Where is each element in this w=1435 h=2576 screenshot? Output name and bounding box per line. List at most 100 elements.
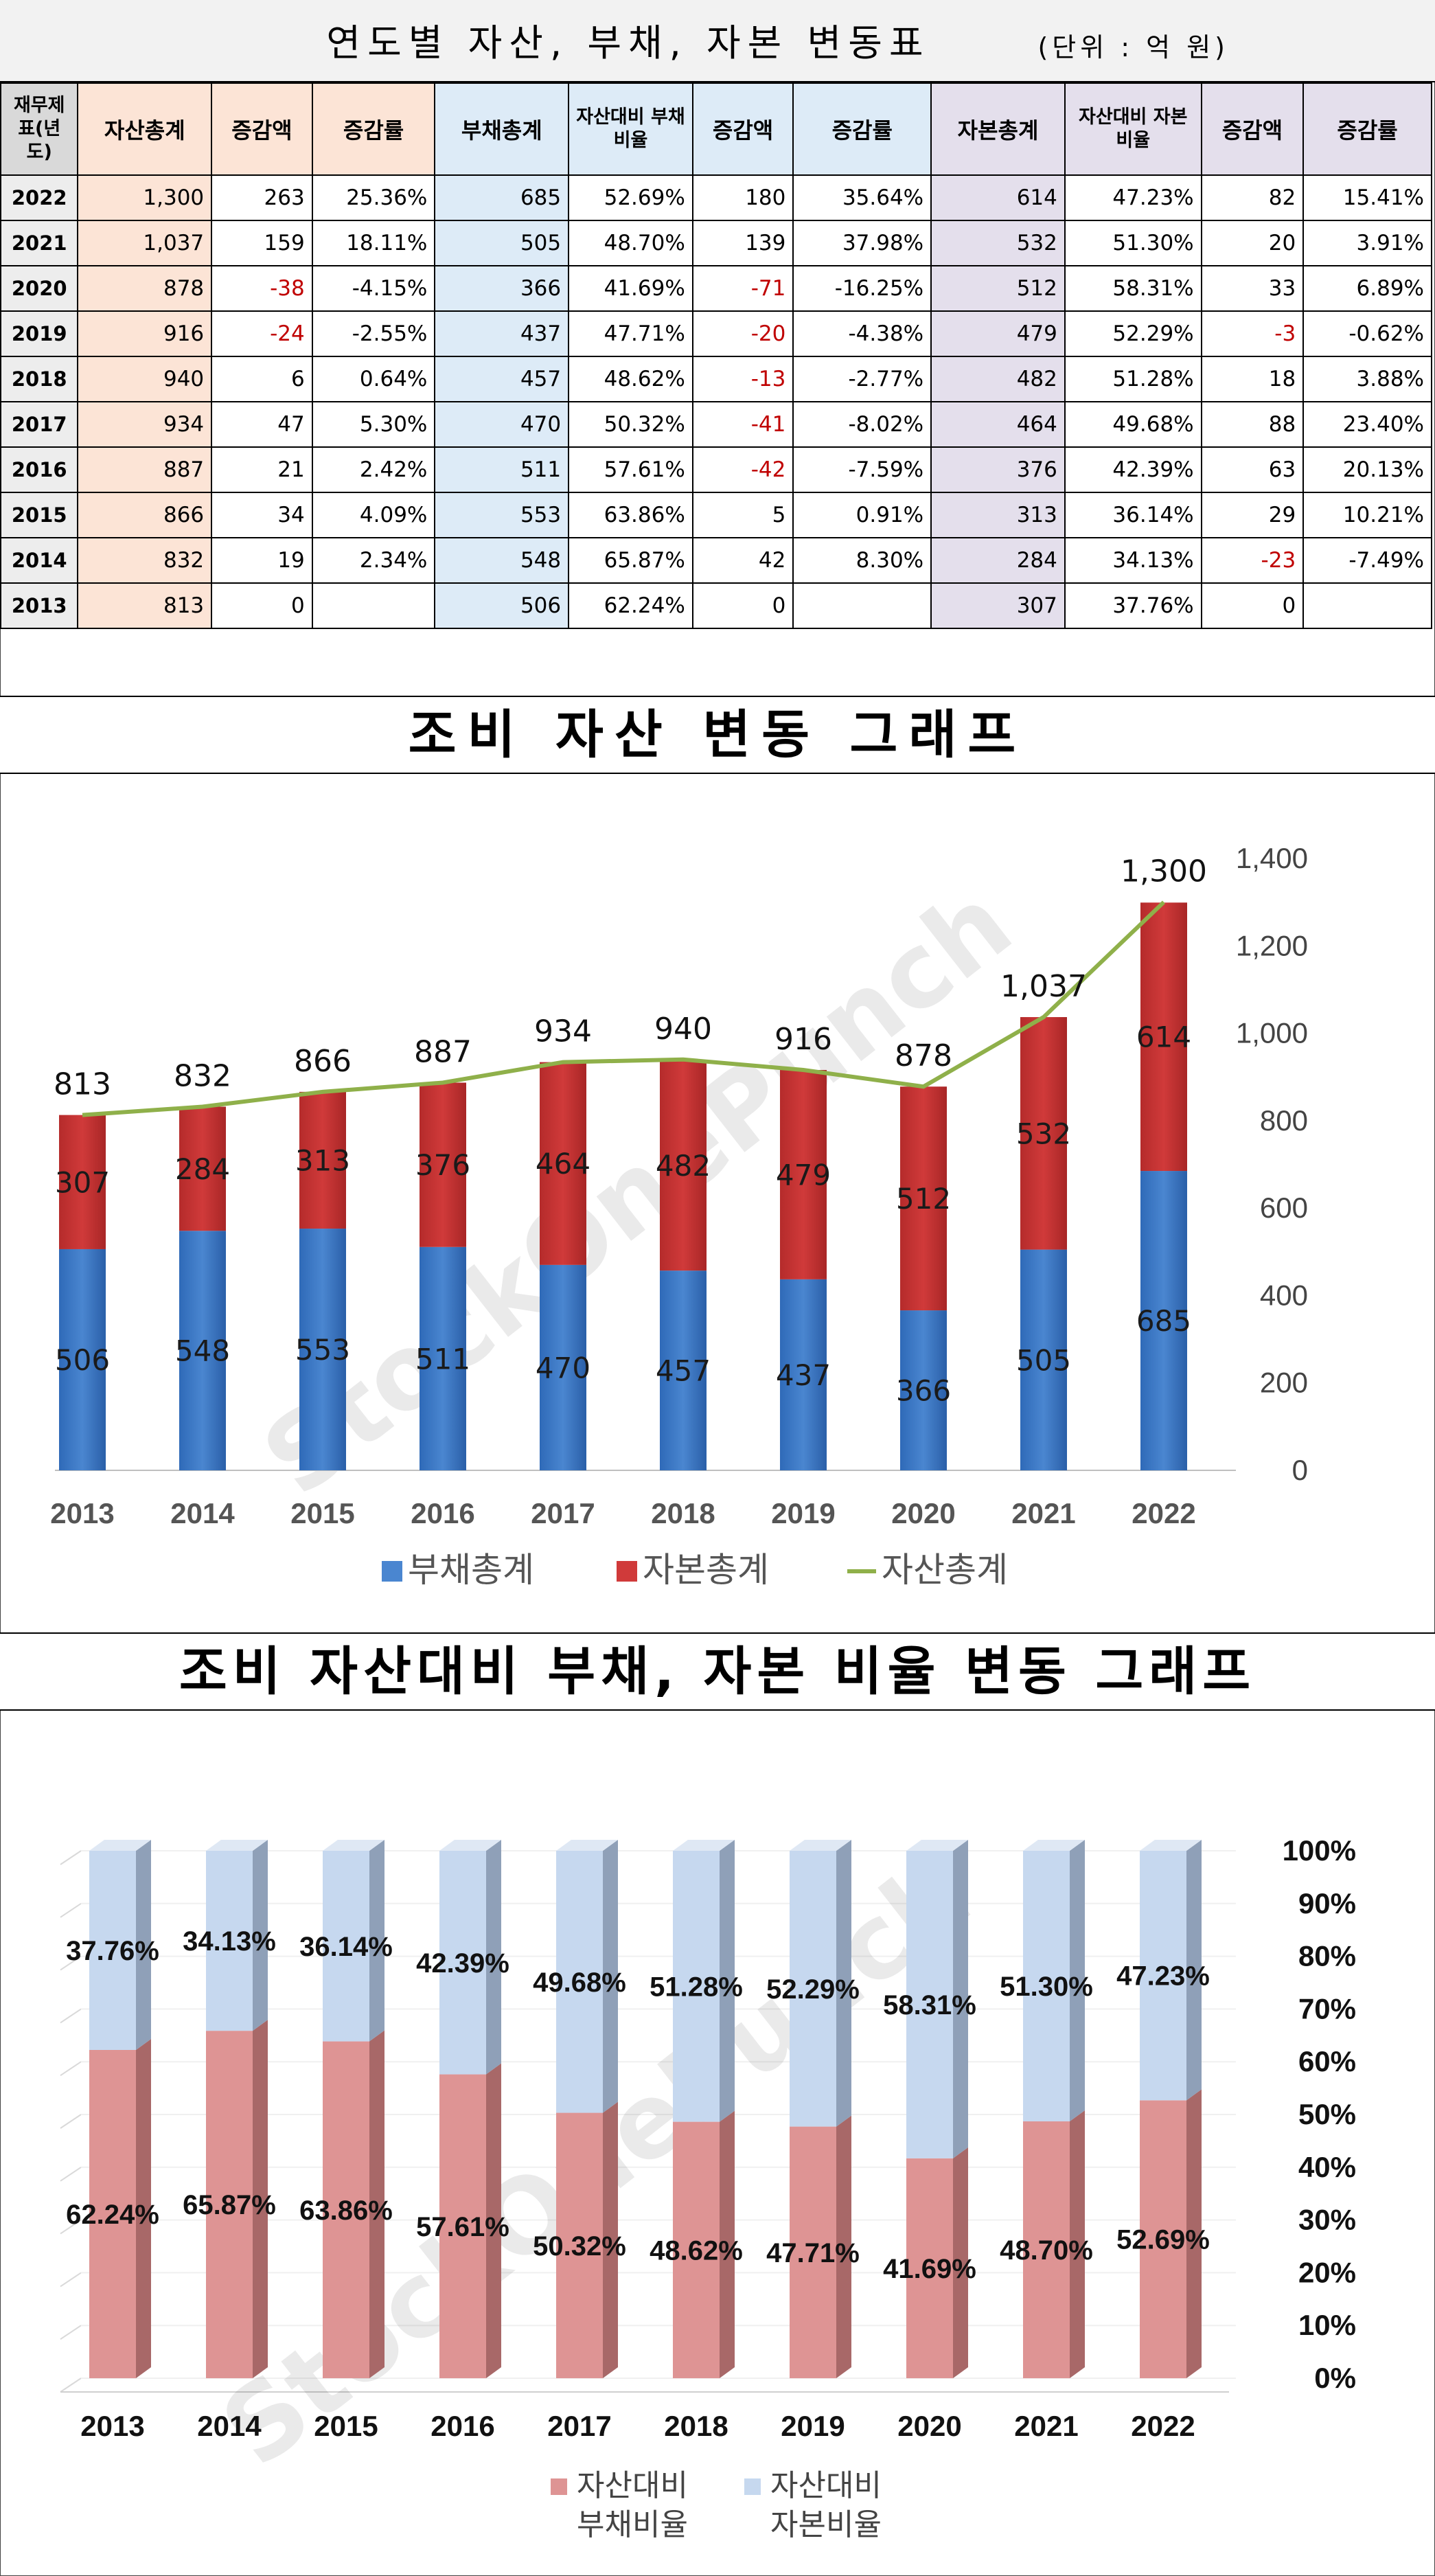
cell-cap-rate: 15.41%: [1302, 174, 1432, 221]
cell-cap-change: 18: [1200, 356, 1305, 402]
cell-liab-rate: -7.59%: [792, 446, 932, 493]
cell-cap-rate: 3.88%: [1302, 356, 1432, 402]
bar-ratio-liab: [1140, 2100, 1186, 2378]
cell-cap-rate: 3.91%: [1302, 220, 1432, 266]
x-tick-label: 2014: [170, 1497, 235, 1529]
line-asset-label: 832: [174, 1058, 231, 1093]
cell-cap-change: 0: [1200, 582, 1305, 629]
bar-cap-label: 614: [1136, 1021, 1191, 1054]
bar-ratio-cap-side: [369, 1840, 384, 2042]
cell-liab-ratio: 41.69%: [568, 265, 693, 312]
bar-ratio-cap: [323, 1851, 369, 2042]
cell-cap-total: 614: [930, 174, 1066, 221]
cell-cap-total: 532: [930, 220, 1066, 266]
cell-asset-total: 916: [77, 310, 213, 357]
table-row: 2021 1,037 159 18.11% 505 48.70% 139 37.98% 532 5…: [0, 220, 1432, 266]
cell-cap-rate: 23.40%: [1302, 401, 1432, 448]
cell-cap-change: 63: [1200, 446, 1305, 493]
cell-asset-rate: 2.42%: [311, 446, 436, 493]
bar-ratio-top: [439, 1840, 501, 1851]
legend-label-cap-ratio-1: 자산대비: [770, 2468, 882, 2503]
legend-swatch-liab-ratio: [551, 2478, 567, 2495]
legend-label-liab-ratio-1: 자산대비: [577, 2468, 688, 2503]
line-asset-label: 1,037: [1000, 969, 1087, 1004]
cell-cap-rate: -0.62%: [1302, 310, 1432, 357]
table-row: 2016 887 21 2.42% 511 57.61% -42 -7.59% 376 42.39…: [0, 446, 1432, 493]
cell-liab-change: 180: [691, 174, 794, 221]
table-row: 2018 940 6 0.64% 457 48.62% -13 -2.77% 482 51.28%…: [0, 356, 1432, 402]
bar-ratio-liab: [790, 2126, 836, 2378]
bar-ratio-liab-side: [136, 2038, 151, 2378]
bar-ratio-cap: [556, 1851, 603, 2113]
bar-ratio-cap-side: [603, 1840, 618, 2113]
bar-liab: [540, 1264, 586, 1470]
cell-year: 2021: [0, 220, 79, 266]
cell-year: 2022: [0, 174, 79, 221]
bar-ratio-liab-label: 52.69%: [1116, 2225, 1210, 2255]
bar-ratio-cap-label: 58.31%: [883, 1990, 976, 2020]
y-tick-label: 1,000: [1236, 1017, 1308, 1049]
cell-cap-change: -23: [1200, 537, 1305, 584]
cell-asset-rate: [311, 582, 436, 629]
header-liab-ratio: 자산대비 부채비율: [568, 82, 693, 176]
cell-liab-ratio: 48.62%: [568, 356, 693, 402]
y-tick-label: 200: [1260, 1367, 1308, 1399]
bar-ratio-cap-label: 51.30%: [1000, 1972, 1093, 2002]
y-tick-label: 80%: [1298, 1940, 1356, 1972]
bar-liab: [780, 1279, 827, 1470]
cell-year: 2019: [0, 310, 79, 357]
cell-cap-total: 376: [930, 446, 1066, 493]
bar-ratio-cap-label: 42.39%: [416, 1948, 509, 1979]
bar-ratio-liab-side: [369, 2030, 384, 2378]
cell-cap-total: 313: [930, 492, 1066, 538]
bar-ratio-liab-side: [1070, 2110, 1085, 2378]
cell-liab-total: 505: [434, 220, 570, 266]
cell-asset-change: 34: [211, 492, 313, 538]
bar-cap: [660, 1060, 707, 1271]
x-tick-label: 2018: [651, 1497, 715, 1529]
x-tick-label: 2016: [430, 2410, 494, 2442]
header-cap-ratio: 자산대비 자본비율: [1064, 82, 1202, 176]
cell-cap-change: 33: [1200, 265, 1305, 312]
bar-cap: [1140, 902, 1187, 1172]
cell-asset-change: 6: [211, 356, 313, 402]
cell-cap-rate: 6.89%: [1302, 265, 1432, 312]
cell-asset-total: 1,300: [77, 174, 213, 221]
bar-cap-label: 464: [536, 1147, 590, 1181]
bar-liab-label: 685: [1136, 1304, 1191, 1338]
bar-ratio-cap-side: [1186, 1840, 1202, 2101]
bar-ratio-cap-side: [486, 1840, 501, 2075]
cell-liab-change: 0: [691, 582, 794, 629]
table-row: 2022 1,300 263 25.36% 685 52.69% 180 35.64% 614 4…: [0, 174, 1432, 221]
cell-liab-rate: -4.38%: [792, 310, 932, 357]
grid-stub: [60, 2378, 82, 2393]
header-cap-change: 증감액: [1200, 82, 1305, 176]
bar-cap-label: 532: [1016, 1117, 1071, 1150]
cell-liab-rate: -8.02%: [792, 401, 932, 448]
cell-liab-total: 457: [434, 356, 570, 402]
bar-cap: [299, 1091, 346, 1229]
cell-cap-total: 479: [930, 310, 1066, 357]
cell-cap-ratio: 52.29%: [1064, 310, 1202, 357]
cell-liab-total: 366: [434, 265, 570, 312]
legend-label-cap: 자본총계: [643, 1550, 769, 1590]
bar-ratio-cap-label: 34.13%: [183, 1926, 276, 1957]
bar-liab: [299, 1229, 346, 1470]
table-header-row: 재무제표(년도) 자산총계 증감액 증감률 부채총계 자산대비 부채비율 증감액…: [0, 82, 1432, 176]
bar-ratio-top: [1023, 1840, 1085, 1851]
bar-ratio-liab-label: 50.32%: [533, 2231, 626, 2261]
table-row: 2013 813 0 506 62.24% 0 307 37.76% 0: [0, 582, 1432, 629]
bar-liab-label: 457: [656, 1354, 711, 1388]
bar-ratio-cap-label: 49.68%: [533, 1968, 626, 1998]
y-tick-label: 90%: [1298, 1887, 1356, 1919]
bar-liab-label: 437: [776, 1358, 831, 1392]
bar-cap-label: 307: [55, 1165, 110, 1199]
bar-cap: [420, 1082, 466, 1247]
cell-cap-rate: -7.49%: [1302, 537, 1432, 584]
cell-liab-change: 42: [691, 537, 794, 584]
cell-cap-ratio: 47.23%: [1064, 174, 1202, 221]
table-title-bar: 연도별 자산, 부채, 자본 변동표 (단위 : 억 원): [0, 0, 1435, 82]
x-tick-label: 2013: [80, 2410, 144, 2442]
cell-liab-rate: -2.77%: [792, 356, 932, 402]
cell-cap-total: 482: [930, 356, 1066, 402]
